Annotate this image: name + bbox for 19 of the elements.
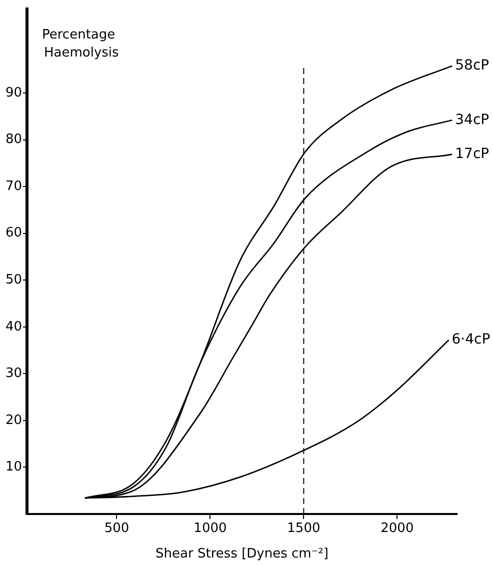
y-tick-label: 10 <box>5 460 22 475</box>
y-tick-label: 40 <box>5 319 22 334</box>
series-label: 34cP <box>455 112 490 128</box>
x-axis-title: Shear Stress [Dynes cm⁻²] <box>156 546 328 562</box>
x-tick-label: 1000 <box>194 521 227 536</box>
y-tick-label: 70 <box>5 178 22 194</box>
y-tick-label: 60 <box>5 226 22 241</box>
y-tick-label: 20 <box>5 412 22 428</box>
y-tick-label: 50 <box>5 272 22 288</box>
y-tick-label: 30 <box>5 366 22 382</box>
series-label: 17cP <box>455 146 490 162</box>
y-tick-label: 90 <box>5 85 22 100</box>
x-tick-label: 2000 <box>380 521 414 536</box>
series-label: 6·4cP <box>452 332 490 348</box>
series-label: 58cP <box>455 58 490 74</box>
y-axis-title: Percentage Haemolysis <box>42 28 120 61</box>
y-tick-label: 80 <box>5 132 22 148</box>
x-tick-label: 500 <box>104 521 130 536</box>
x-tick-label: 1500 <box>287 521 320 536</box>
